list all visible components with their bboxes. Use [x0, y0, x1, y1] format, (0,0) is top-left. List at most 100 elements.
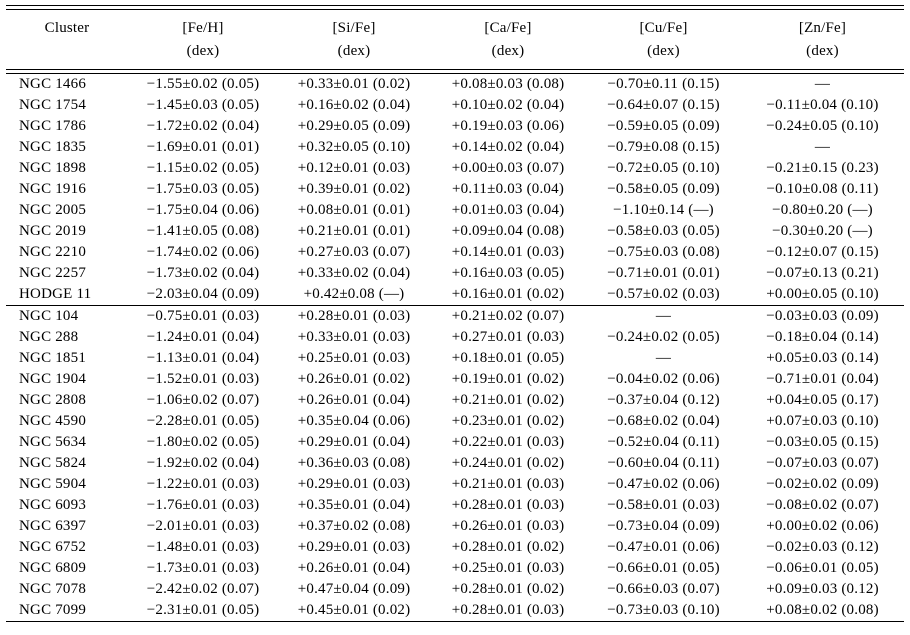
- cell-cafe: +0.21±0.01 (0.02): [451, 392, 565, 408]
- cell-sife: +0.36±0.03 (0.08): [297, 455, 411, 471]
- cell-cufe: −0.75±0.03 (0.08): [607, 244, 720, 260]
- cell-znfe: —: [814, 76, 831, 92]
- cell-cufe: −0.66±0.03 (0.07): [607, 581, 720, 597]
- table-body-section-2: NGC 104 −0.75±0.01 (0.03) +0.28±0.01 (0.03…: [6, 305, 904, 622]
- table-row: NGC 1851 −1.13±0.01 (0.04) +0.25±0.01 (0.0…: [6, 348, 904, 369]
- table-row: NGC 1835 −1.69±0.01 (0.01) +0.32±0.05 (0.1…: [6, 137, 904, 158]
- cell-feh: −1.72±0.02 (0.04): [146, 118, 260, 134]
- cell-znfe: +0.09±0.03 (0.12): [766, 581, 879, 597]
- cell-cafe: +0.25±0.01 (0.03): [451, 560, 565, 576]
- table-row: NGC 2005 −1.75±0.04 (0.06) +0.08±0.01 (0.0…: [6, 200, 904, 221]
- cluster-cell: NGC 1835: [19, 139, 87, 155]
- cell-znfe: −0.02±0.02 (0.09): [766, 476, 879, 492]
- cell-znfe: −0.07±0.13 (0.21): [766, 265, 879, 281]
- cluster-cell: NGC 1754: [19, 97, 87, 113]
- cell-sife: +0.12±0.01 (0.03): [297, 160, 411, 176]
- cell-cafe: +0.16±0.03 (0.05): [451, 265, 565, 281]
- cell-sife: +0.45±0.01 (0.02): [297, 602, 411, 618]
- cell-cafe: +0.19±0.03 (0.06): [451, 118, 565, 134]
- cell-sife: +0.25±0.01 (0.03): [297, 350, 411, 366]
- cell-feh: −1.15±0.02 (0.05): [146, 160, 260, 176]
- cell-znfe: −0.71±0.01 (0.04): [766, 371, 879, 387]
- cell-cafe: +0.26±0.01 (0.03): [451, 518, 565, 534]
- cell-sife: +0.27±0.03 (0.07): [297, 244, 411, 260]
- cell-feh: −1.22±0.01 (0.03): [146, 476, 260, 492]
- table-row: NGC 1904 −1.52±0.01 (0.03) +0.26±0.01 (0.0…: [6, 369, 904, 390]
- cell-znfe: —: [814, 139, 831, 155]
- column-header-label: Cluster: [44, 20, 90, 36]
- cell-feh: −2.28±0.01 (0.05): [146, 413, 260, 429]
- cluster-cell: NGC 6397: [19, 518, 87, 534]
- cluster-cell: NGC 7078: [19, 581, 87, 597]
- cell-cafe: +0.19±0.01 (0.02): [451, 371, 565, 387]
- cluster-cell: NGC 1898: [19, 160, 87, 176]
- cell-cufe: −0.58±0.05 (0.09): [607, 181, 720, 197]
- table-row: NGC 104 −0.75±0.01 (0.03) +0.28±0.01 (0.03…: [6, 305, 904, 327]
- cell-cufe: −0.72±0.05 (0.10): [607, 160, 720, 176]
- cluster-cell: HODGE 11: [19, 286, 92, 302]
- cell-znfe: +0.08±0.02 (0.08): [766, 602, 879, 618]
- cluster-cell: NGC 5904: [19, 476, 87, 492]
- table-row: NGC 6093 −1.76±0.01 (0.03) +0.35±0.01 (0.0…: [6, 495, 904, 516]
- cell-cufe: −0.59±0.05 (0.09): [607, 118, 720, 134]
- cell-cafe: +0.01±0.03 (0.04): [451, 202, 565, 218]
- cluster-cell: NGC 5824: [19, 455, 87, 471]
- table-row: NGC 7078 −2.42±0.02 (0.07) +0.47±0.04 (0.0…: [6, 579, 904, 600]
- column-header-unit: [6, 40, 128, 63]
- cell-cufe: −0.47±0.01 (0.06): [607, 539, 720, 555]
- abundance-table: Cluster [Fe/H] (dex) [Si/Fe] (dex) [Ca/Fe] (de…: [6, 5, 904, 622]
- cell-feh: −1.24±0.01 (0.04): [146, 329, 260, 345]
- cell-cafe: +0.28±0.01 (0.02): [451, 581, 565, 597]
- cell-znfe: −0.11±0.04 (0.10): [766, 97, 879, 113]
- cluster-cell: NGC 6093: [19, 497, 87, 513]
- cell-sife: +0.37±0.02 (0.08): [297, 518, 411, 534]
- cluster-cell: NGC 1786: [19, 118, 87, 134]
- cell-cufe: −0.71±0.01 (0.01): [607, 265, 720, 281]
- cell-feh: −1.75±0.04 (0.06): [146, 202, 260, 218]
- cell-cufe: −0.66±0.01 (0.05): [607, 560, 720, 576]
- cell-znfe: −0.08±0.02 (0.07): [766, 497, 879, 513]
- table-row: NGC 1466 −1.55±0.02 (0.05) +0.33±0.01 (0.0…: [6, 73, 904, 95]
- cell-znfe: −0.10±0.08 (0.11): [766, 181, 879, 197]
- table-row: NGC 2257 −1.73±0.02 (0.04) +0.33±0.02 (0.0…: [6, 263, 904, 284]
- cell-feh: −1.48±0.01 (0.03): [146, 539, 260, 555]
- cell-sife: +0.21±0.01 (0.01): [297, 223, 411, 239]
- cluster-cell: NGC 1851: [19, 350, 87, 366]
- cell-cufe: −0.47±0.02 (0.06): [607, 476, 720, 492]
- cell-feh: −2.01±0.01 (0.03): [146, 518, 260, 534]
- table-row: NGC 5904 −1.22±0.01 (0.03) +0.29±0.01 (0.0…: [6, 474, 904, 495]
- column-header-label: [Cu/Fe]: [639, 20, 688, 36]
- table-row: NGC 5824 −1.92±0.02 (0.04) +0.36±0.03 (0.0…: [6, 453, 904, 474]
- cell-cafe: +0.24±0.01 (0.02): [451, 455, 565, 471]
- cell-cufe: −0.04±0.02 (0.06): [607, 371, 720, 387]
- cell-feh: −0.75±0.01 (0.03): [128, 305, 278, 327]
- cluster-cell: NGC 1904: [19, 371, 87, 387]
- cell-znfe: −0.07±0.03 (0.07): [766, 455, 879, 471]
- column-header-label: [Fe/H]: [182, 20, 224, 36]
- cell-cafe: +0.18±0.01 (0.05): [451, 350, 565, 366]
- cell-feh: −1.13±0.01 (0.04): [146, 350, 260, 366]
- cell-sife: +0.47±0.04 (0.09): [297, 581, 411, 597]
- cell-cufe: −0.58±0.03 (0.05): [607, 223, 720, 239]
- cell-sife: +0.35±0.01 (0.04): [297, 497, 411, 513]
- cell-sife: +0.26±0.01 (0.04): [297, 392, 411, 408]
- cell-cufe: −0.37±0.04 (0.12): [607, 392, 720, 408]
- cell-sife: +0.26±0.01 (0.02): [297, 371, 411, 387]
- cluster-cell: NGC 2005: [19, 202, 87, 218]
- cell-feh: −1.41±0.05 (0.08): [146, 223, 260, 239]
- cell-sife: +0.29±0.01 (0.03): [297, 539, 411, 555]
- cell-cafe: +0.23±0.01 (0.02): [451, 413, 565, 429]
- top-double-rule: [6, 5, 904, 10]
- cell-znfe: −0.06±0.01 (0.05): [766, 560, 879, 576]
- table-row: NGC 7099 −2.31±0.01 (0.05) +0.45±0.01 (0.0…: [6, 600, 904, 622]
- cell-cufe: −0.70±0.11 (0.15): [607, 76, 720, 92]
- table-row: NGC 2019 −1.41±0.05 (0.08) +0.21±0.01 (0.0…: [6, 221, 904, 242]
- cell-cufe: −0.68±0.02 (0.04): [607, 413, 720, 429]
- cell-znfe: −0.03±0.05 (0.15): [766, 434, 879, 450]
- cell-cafe: +0.21±0.01 (0.03): [451, 476, 565, 492]
- cluster-cell: NGC 2257: [19, 265, 87, 281]
- cell-cafe: +0.09±0.04 (0.08): [451, 223, 565, 239]
- cluster-cell: NGC 288: [19, 329, 79, 345]
- column-header-label: [Zn/Fe]: [798, 20, 847, 36]
- cell-cafe: +0.08±0.03 (0.08): [451, 76, 565, 92]
